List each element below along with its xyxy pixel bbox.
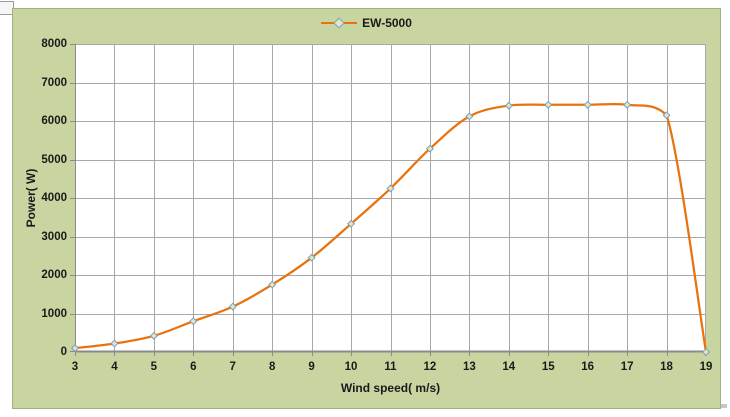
data-point-marker — [662, 111, 671, 120]
data-point-marker — [268, 280, 277, 289]
x-tick-label: 5 — [150, 361, 158, 373]
x-tick-label: 15 — [541, 361, 555, 373]
x-tick-label: 13 — [462, 361, 476, 373]
x-tick-label: 8 — [268, 361, 276, 373]
y-tick-label: 0 — [60, 346, 67, 358]
y-tick-label: 8000 — [41, 38, 67, 50]
x-tick-label: 17 — [620, 361, 634, 373]
legend-diamond-marker-icon — [333, 17, 345, 29]
y-tick-label: 2000 — [41, 269, 67, 281]
data-point-marker — [465, 112, 474, 121]
data-point-marker — [701, 347, 711, 357]
y-tick-label: 4000 — [41, 192, 67, 204]
x-tick-label: 14 — [502, 361, 516, 373]
x-axis-title: Wind speed( m/s) — [340, 381, 441, 395]
x-tick-label: 4 — [111, 361, 118, 373]
y-tick-label: 3000 — [41, 230, 67, 243]
data-point-marker — [189, 317, 198, 326]
y-tick-label: 1000 — [41, 307, 67, 320]
x-tick-label: 19 — [699, 361, 713, 373]
y-tick-label: 6000 — [41, 115, 67, 127]
chart-canvas — [70, 44, 711, 357]
legend-line-segment — [321, 22, 335, 24]
data-point-marker — [307, 253, 316, 262]
y-tick-label: 7000 — [41, 76, 67, 89]
data-point-marker — [386, 184, 395, 193]
x-tick-label: 11 — [384, 361, 397, 373]
data-point-marker — [347, 219, 356, 228]
legend-line-segment — [344, 22, 358, 24]
data-point-marker — [110, 339, 119, 348]
plot-area — [70, 44, 711, 357]
data-point-marker — [504, 101, 513, 110]
x-tick-label: 12 — [423, 361, 437, 373]
x-tick-label: 16 — [581, 361, 595, 373]
data-point-marker — [70, 344, 80, 353]
data-point-marker — [544, 100, 553, 109]
x-tick-label: 3 — [71, 361, 79, 373]
x-tick-label: 10 — [344, 361, 358, 373]
power-curve-chart[interactable]: EW-5000 Power( W) Wind speed( m/s) 0 1000… — [12, 8, 721, 409]
legend-series-label: EW-5000 — [362, 16, 412, 30]
data-point-marker — [583, 100, 592, 109]
y-tick-label: 5000 — [41, 153, 67, 166]
x-tick-label: 6 — [190, 361, 197, 373]
data-point-marker — [149, 331, 158, 340]
x-tick-label: 18 — [660, 361, 673, 373]
data-point-marker — [228, 302, 237, 311]
data-point-marker — [425, 144, 434, 153]
x-tick-label: 9 — [308, 361, 315, 373]
chart-legend[interactable]: EW-5000 — [13, 15, 720, 31]
page-artifact — [721, 404, 727, 408]
x-tick-label: 7 — [229, 361, 236, 373]
data-point-marker — [623, 100, 632, 109]
